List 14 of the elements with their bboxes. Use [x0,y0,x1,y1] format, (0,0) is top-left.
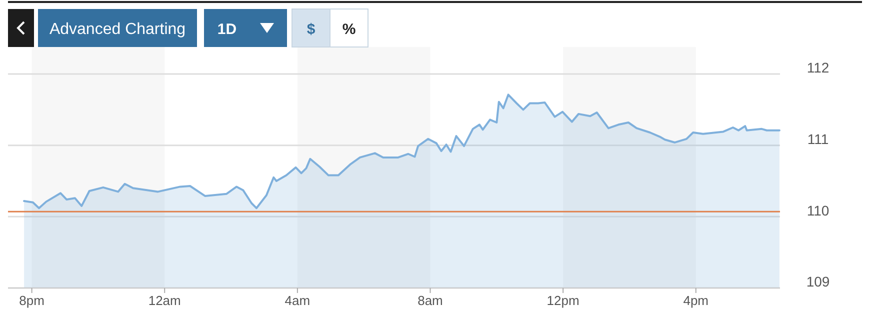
text: % [342,21,356,38]
x-tick-label: 8pm [19,293,44,308]
text: Advanced Charting [49,21,186,38]
x-tick-label: 4am [284,293,310,308]
y-tick-label: 110 [806,202,830,218]
x-tick-label: 8am [418,293,443,308]
y-tick-label: 112 [806,60,830,76]
x-tick-label: 12pm [546,293,580,308]
text: 1D [217,21,237,38]
x-tick-label: 12am [148,293,181,308]
text: $ [306,21,316,38]
x-tick-label: 4pm [683,293,709,308]
y-tick-label: 109 [806,274,830,290]
y-tick-label: 111 [807,130,829,147]
